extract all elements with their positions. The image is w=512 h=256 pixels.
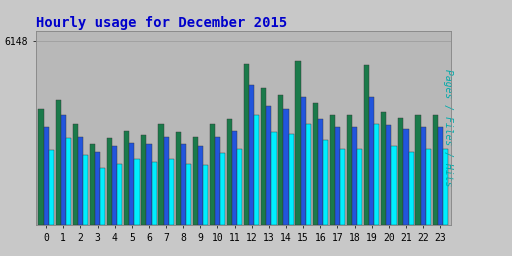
Bar [198,146,203,225]
Bar [78,137,83,225]
Bar [210,123,215,225]
Bar [100,168,105,225]
Bar [398,118,403,225]
Bar [318,119,323,225]
Bar [38,109,44,225]
Bar [369,97,374,225]
Bar [381,112,386,225]
Bar [73,123,78,225]
Bar [112,146,117,225]
Bar [301,97,306,225]
Bar [438,126,443,225]
Bar [134,159,139,225]
Bar [357,149,362,225]
Bar [203,165,208,225]
Bar [181,144,186,225]
Bar [107,138,112,225]
Y-axis label: Pages / Files / Hits: Pages / Files / Hits [443,69,453,187]
Bar [61,114,66,225]
Bar [271,133,276,225]
Bar [433,114,438,225]
Bar [392,146,397,225]
Bar [279,95,284,225]
Bar [244,64,249,225]
Bar [141,135,146,225]
Bar [152,162,157,225]
Bar [403,130,409,225]
Bar [289,134,294,225]
Bar [352,126,357,225]
Bar [386,125,392,225]
Bar [146,144,152,225]
Bar [215,137,220,225]
Bar [49,151,54,225]
Bar [295,61,301,225]
Bar [95,152,100,225]
Bar [237,149,242,225]
Bar [420,126,425,225]
Bar [163,137,168,225]
Bar [409,152,414,225]
Bar [266,105,271,225]
Bar [330,114,335,225]
Bar [90,144,95,225]
Bar [306,123,311,225]
Bar [220,153,225,225]
Bar [254,114,260,225]
Bar [129,143,134,225]
Bar [443,149,448,225]
Bar [335,126,340,225]
Bar [347,114,352,225]
Bar [249,84,254,225]
Bar [415,114,420,225]
Bar [193,137,198,225]
Bar [55,100,61,225]
Bar [284,109,289,225]
Bar [168,159,174,225]
Bar [261,88,266,225]
Bar [117,164,122,225]
Bar [232,131,237,225]
Bar [340,149,345,225]
Bar [83,155,88,225]
Bar [44,126,49,225]
Bar [374,123,379,225]
Text: Hourly usage for December 2015: Hourly usage for December 2015 [36,16,287,29]
Bar [158,123,163,225]
Bar [176,133,181,225]
Bar [313,103,318,225]
Bar [227,119,232,225]
Bar [364,65,369,225]
Bar [323,140,328,225]
Bar [124,131,129,225]
Bar [425,149,431,225]
Bar [186,164,191,225]
Bar [66,138,71,225]
